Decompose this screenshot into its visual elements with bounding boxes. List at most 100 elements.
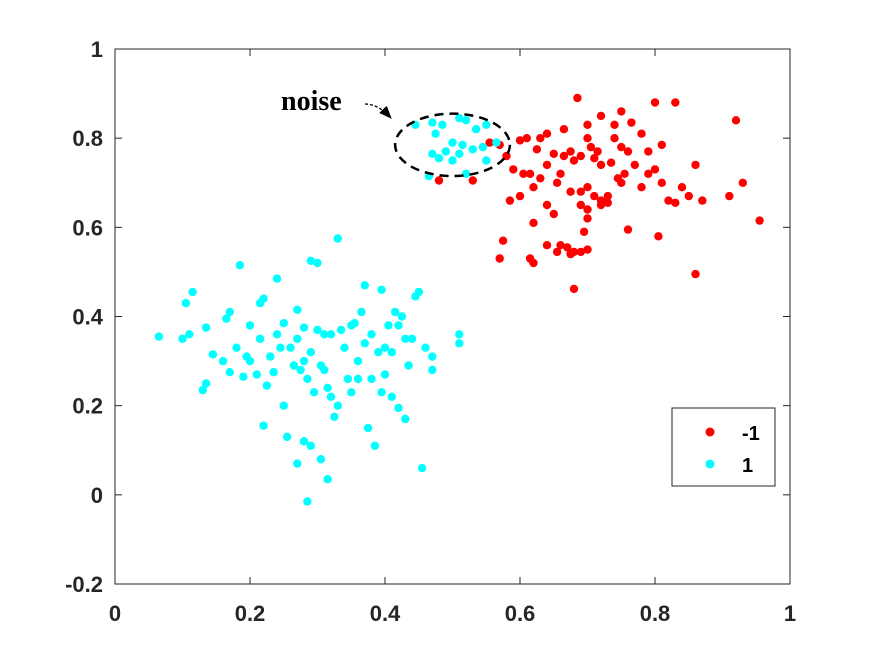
point-class-pos1 [293, 459, 302, 468]
x-tick-label: 0.8 [640, 601, 671, 626]
point-class-pos1 [296, 365, 305, 375]
point-class-pos1 [448, 156, 457, 165]
point-class-neg1 [498, 236, 508, 245]
point-class-pos1 [316, 455, 326, 464]
point-class-neg1 [566, 147, 575, 156]
point-class-neg1 [519, 169, 528, 178]
point-class-neg1 [542, 241, 552, 250]
point-class-neg1 [569, 284, 579, 294]
point-class-pos1 [401, 334, 410, 343]
point-class-pos1 [401, 414, 410, 424]
y-tick-label: 0.8 [72, 126, 103, 151]
point-class-pos1 [468, 145, 477, 154]
point-class-pos1 [482, 156, 491, 165]
point-class-pos1 [269, 368, 278, 377]
point-class-pos1 [384, 321, 393, 330]
point-class-neg1 [583, 120, 592, 129]
x-tick-label: 0 [109, 601, 121, 626]
point-class-neg1 [623, 147, 633, 156]
point-class-pos1 [222, 314, 231, 323]
noise-ellipse [393, 112, 512, 178]
point-class-pos1 [313, 258, 322, 268]
point-class-pos1 [367, 374, 376, 384]
point-class-pos1 [438, 120, 447, 129]
point-class-neg1 [559, 151, 569, 161]
point-class-neg1 [552, 178, 562, 187]
point-class-neg1 [657, 140, 666, 150]
point-class-pos1 [360, 339, 369, 348]
point-class-neg1 [549, 149, 558, 158]
point-class-pos1 [353, 356, 363, 366]
x-tick-label: 0.4 [370, 601, 401, 626]
point-class-pos1 [347, 388, 356, 397]
legend: -1 1 [671, 407, 776, 487]
point-class-neg1 [593, 147, 602, 156]
point-class-pos1 [414, 287, 423, 297]
point-class-pos1 [185, 330, 194, 339]
point-class-neg1 [556, 169, 565, 178]
point-class-neg1 [657, 178, 666, 187]
y-axis: -0.2 0 0.2 0.4 0.6 0.8 1 [65, 37, 790, 597]
point-class-pos1 [367, 330, 376, 339]
point-class-neg1 [731, 116, 741, 125]
point-class-neg1 [566, 249, 575, 259]
point-class-pos1 [428, 365, 437, 375]
point-class-neg1 [552, 247, 562, 257]
point-class-neg1 [529, 183, 538, 192]
point-class-pos1 [370, 441, 380, 450]
point-class-pos1 [336, 325, 346, 335]
point-class-neg1 [725, 191, 734, 201]
data-points [154, 93, 764, 506]
point-class-pos1 [441, 147, 450, 156]
point-class-pos1 [482, 120, 491, 129]
point-class-neg1 [576, 200, 585, 210]
point-class-neg1 [610, 120, 619, 129]
point-class-neg1 [637, 129, 646, 138]
point-class-pos1 [306, 256, 315, 265]
point-class-neg1 [627, 118, 636, 127]
point-class-pos1 [286, 343, 295, 352]
point-class-pos1 [343, 374, 353, 384]
legend-box [671, 407, 776, 487]
point-class-pos1 [293, 334, 302, 343]
point-class-pos1 [461, 116, 471, 125]
point-class-neg1 [542, 200, 552, 210]
legend-marker-pos1 [705, 459, 715, 469]
point-class-neg1 [630, 160, 639, 170]
point-class-neg1 [583, 183, 592, 192]
point-class-pos1 [455, 339, 464, 348]
point-class-pos1 [357, 307, 366, 317]
point-class-pos1 [360, 281, 369, 290]
y-tick-label: 0 [91, 483, 103, 508]
point-class-neg1 [671, 98, 680, 107]
point-class-neg1 [515, 191, 525, 201]
point-class-pos1 [235, 261, 245, 270]
point-class-neg1 [603, 191, 612, 201]
point-class-neg1 [596, 200, 606, 210]
legend-marker-neg1 [705, 427, 715, 437]
point-class-pos1 [431, 129, 440, 138]
point-class-pos1 [478, 142, 488, 152]
point-class-neg1 [583, 134, 592, 143]
point-class-pos1 [350, 319, 359, 328]
point-class-pos1 [272, 330, 282, 339]
point-class-pos1 [201, 379, 211, 388]
point-class-pos1 [374, 348, 383, 357]
point-class-pos1 [397, 312, 407, 321]
point-class-pos1 [188, 287, 197, 297]
point-class-neg1 [556, 241, 565, 250]
point-class-neg1 [509, 165, 518, 174]
point-class-neg1 [495, 254, 504, 263]
point-class-neg1 [738, 178, 747, 187]
point-class-neg1 [566, 187, 575, 196]
point-class-neg1 [590, 154, 599, 163]
point-class-pos1 [455, 113, 464, 123]
point-class-neg1 [505, 196, 515, 205]
point-class-neg1 [583, 205, 592, 214]
point-class-neg1 [569, 156, 579, 165]
point-class-pos1 [387, 348, 396, 357]
point-class-neg1 [542, 160, 552, 170]
point-class-pos1 [333, 401, 342, 410]
point-class-pos1 [323, 475, 332, 484]
point-class-pos1 [333, 234, 342, 243]
